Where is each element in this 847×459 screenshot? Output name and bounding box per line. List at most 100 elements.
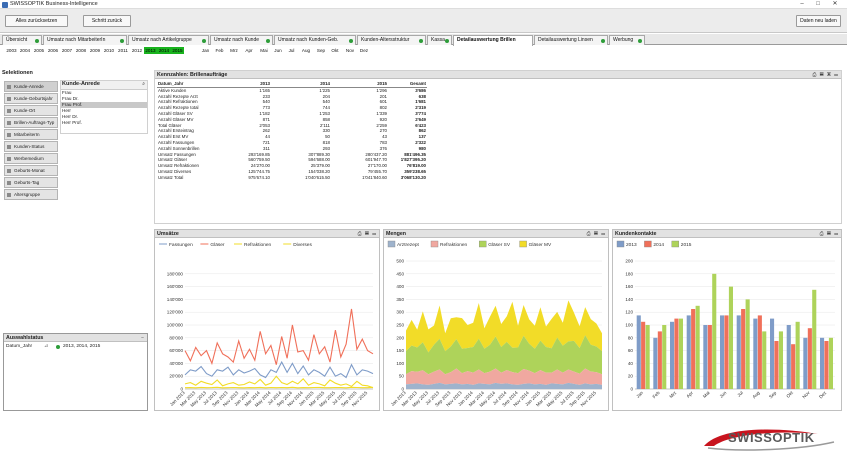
minimize-icon[interactable]: − (141, 335, 145, 341)
maximize-button[interactable]: □ (816, 1, 820, 7)
bar-2015-Nov (812, 289, 817, 389)
field-icon (7, 192, 11, 197)
table-cell: 1'041'840.60 (362, 174, 387, 180)
month-nov[interactable]: Nov (345, 48, 355, 53)
list-item[interactable]: Herr Prof. (62, 120, 82, 125)
list-item[interactable]: Frau (62, 90, 72, 95)
bar-2013-Jul (736, 315, 741, 389)
tab-label: Umsatz nach Kunden-Geb. (278, 37, 339, 43)
year-2008[interactable]: 2008 (75, 48, 87, 53)
year-2013[interactable]: 2013 (144, 47, 157, 54)
year-2012[interactable]: 2012 (131, 48, 143, 53)
x-tick-label: Feb (652, 390, 661, 399)
y-tick-label: 160'000 (167, 284, 184, 289)
tab-umsatz-mitarbeiterin[interactable]: Umsatz nach MitarbeiterIn (43, 35, 127, 45)
selection-status-header: Auswahlstatus − (4, 334, 147, 342)
table-cell: 1'339 (376, 110, 387, 116)
y-tick-label: 60'000 (169, 348, 183, 353)
tab-detailauswertung-linsen[interactable]: Detailauswertung Linsen (534, 35, 608, 45)
table-row: Umsatz Refraktionen 24'270.00 25'379.00 27'… (157, 163, 427, 169)
month-jan[interactable]: Jan (201, 48, 210, 53)
month-okt[interactable]: Okt (331, 48, 339, 53)
y-tick-label: 0 (180, 387, 183, 392)
bar-2013-Mrz (670, 321, 675, 389)
table-cell: 79'455.70 (367, 168, 387, 174)
table-cell: 270 (379, 128, 387, 134)
filter-kunde-ort[interactable]: Kunde-Ort (4, 105, 58, 116)
month-mai[interactable]: Mai (260, 48, 268, 53)
month-feb[interactable]: Feb (215, 48, 224, 53)
y-tick-label: 400 (396, 284, 404, 289)
year-2009[interactable]: 2009 (89, 48, 101, 53)
filter-kunde-geburtsjahr[interactable]: Kunde-Geburtsjahr (4, 93, 58, 104)
tab-werbung[interactable]: Werbung (609, 35, 645, 45)
list-item[interactable]: Frau Prof. (61, 102, 147, 108)
month-dez[interactable]: Dez (359, 48, 369, 53)
tab-label: Detailauswertung Brillen (457, 37, 516, 43)
year-2006[interactable]: 2006 (47, 48, 59, 53)
year-2011[interactable]: 2011 (118, 48, 128, 53)
filter-kunde-anrede[interactable]: Kunde-Anrede (4, 81, 58, 92)
panel-tools-icon[interactable]: ⎙ ▤ ▣ ▭ (812, 72, 839, 78)
month-jul[interactable]: Jul (288, 48, 295, 53)
legend-label: Arztrezept (397, 242, 420, 248)
tab-umsatz-kunde[interactable]: Umsatz nach Kunde (210, 35, 273, 45)
year-2007[interactable]: 2007 (61, 48, 73, 53)
table-cell: 76'819.00 (406, 163, 426, 169)
year-2005[interactable]: 2005 (33, 48, 45, 53)
table-cell: 540 (262, 99, 270, 105)
month-jun[interactable]: Jun (274, 48, 282, 53)
table-cell: Umsatz Total (158, 174, 184, 180)
month-mrz[interactable]: Mrz (230, 48, 238, 53)
filter-geburts-monat[interactable]: Geburts-Monat (4, 165, 58, 176)
year-2003[interactable]: 2003 (6, 48, 17, 53)
tab-kassa[interactable]: Kassa (427, 35, 452, 45)
filter-altersgruppe[interactable]: Altersgruppe (4, 189, 58, 200)
panel-tools-icon[interactable]: ⎙ ▤ ▭ (586, 231, 606, 237)
year-2014[interactable]: 2014 (157, 47, 171, 54)
tab-umsatz-kunden-geb[interactable]: Umsatz nach Kunden-Geb. (274, 35, 356, 45)
panel-tools-icon[interactable]: ⎙ ▤ ▭ (819, 231, 839, 237)
year-2010[interactable]: 2010 (103, 48, 115, 53)
table-cell: 2'649 (415, 116, 426, 122)
y-tick-label: 100 (625, 323, 633, 328)
panel-tools-icon[interactable]: ⎙ ▤ ▭ (357, 231, 377, 237)
table-cell: 1'225 (319, 87, 330, 93)
table-cell: 1'040'615.50 (305, 174, 330, 180)
filter-label: Kunde-Ort (14, 108, 36, 113)
tab-kunden-altersstruktur[interactable]: Kunden-Altersstruktur (357, 35, 426, 45)
status-dot-icon (445, 38, 449, 43)
filter-icon[interactable]: ⊿ (44, 344, 49, 349)
close-button[interactable]: ✕ (832, 1, 838, 7)
filter-geburts-tag[interactable]: Geburts-Tag (4, 177, 58, 188)
filter-werbemedium[interactable]: Werbemedium (4, 153, 58, 164)
tab-detailauswertung-brillen[interactable]: Detailauswertung Brillen (453, 35, 533, 46)
table-cell: 359'238.65 (404, 168, 426, 174)
filter-kunden-status[interactable]: Kunden-Status (4, 141, 58, 152)
list-item[interactable]: Frau Dr. (62, 96, 79, 101)
x-tick-label: Okt (785, 390, 794, 399)
tab-uebersicht[interactable]: Übersicht (2, 35, 42, 45)
table-cell: 311 (263, 145, 270, 151)
month-apr[interactable]: Apr (245, 48, 253, 53)
year-2004[interactable]: 2004 (19, 48, 31, 53)
table-cell: 871 (262, 116, 270, 122)
month-sep[interactable]: Sep (316, 48, 326, 53)
header-cell: 2013 (229, 81, 271, 88)
filter-mitarbeiterin[interactable]: MitarbeiterIn (4, 129, 58, 140)
reset-all-button[interactable]: Alles zurücksetzen (5, 15, 68, 27)
filter-brillen-auftrags-typ[interactable]: Brillen-Auftrags-Typ (4, 117, 58, 128)
table-cell: 783 (379, 139, 387, 145)
table-cell: Aktive Kunden (158, 87, 187, 93)
x-tick-label: Jun (719, 390, 728, 399)
month-aug[interactable]: Aug (301, 48, 311, 53)
year-2015[interactable]: 2015 (171, 47, 184, 54)
y-tick-label: 100 (396, 361, 404, 366)
list-item[interactable]: Herr (62, 108, 71, 113)
step-back-button[interactable]: Schritt zurück (83, 15, 131, 27)
reload-data-button[interactable]: Daten neu laden (796, 15, 841, 27)
tab-umsatz-artikelgruppe[interactable]: Umsatz nach Artikelgruppe (128, 35, 209, 45)
minimize-button[interactable]: – (800, 1, 804, 7)
search-icon[interactable]: ⌕ (142, 81, 145, 87)
list-item[interactable]: Herr Dr. (62, 114, 79, 119)
